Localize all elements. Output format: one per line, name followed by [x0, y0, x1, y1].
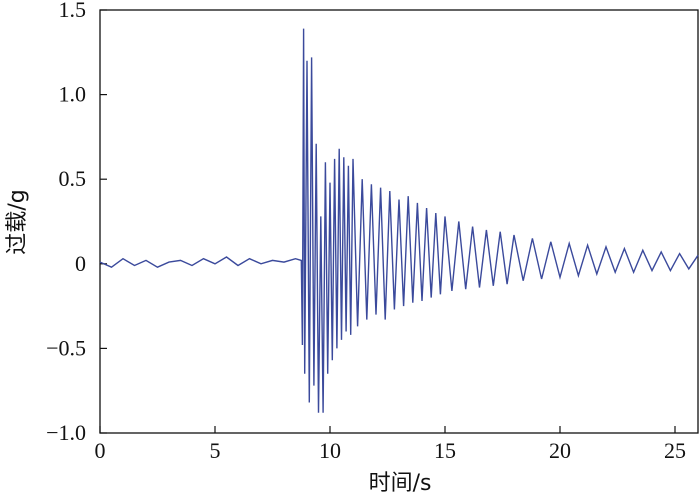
x-axis: 0 5 10 15 20 25	[95, 426, 686, 463]
y-tick-label: 1.5	[59, 0, 87, 22]
plot-frame	[99, 9, 699, 434]
x-tick-label: 5	[210, 438, 221, 463]
y-axis-title: 过载/g	[5, 189, 30, 254]
x-axis-title: 时间/s	[369, 471, 432, 496]
y-axis: −1.0 −0.5 0 0.5 1.0 1.5	[46, 0, 107, 445]
y-tick-label: −1.0	[46, 420, 86, 445]
x-tick-label: 20	[549, 438, 571, 463]
y-tick-label: −0.5	[46, 335, 86, 360]
y-tick-label: 0.5	[59, 166, 87, 191]
y-tick-label: 0	[75, 251, 86, 276]
x-tick-label: 0	[95, 438, 106, 463]
series-line	[99, 28, 699, 413]
y-tick-label: 1.0	[59, 82, 87, 107]
x-tick-label: 10	[319, 438, 341, 463]
x-tick-label: 15	[434, 438, 456, 463]
x-tick-label: 25	[664, 438, 686, 463]
